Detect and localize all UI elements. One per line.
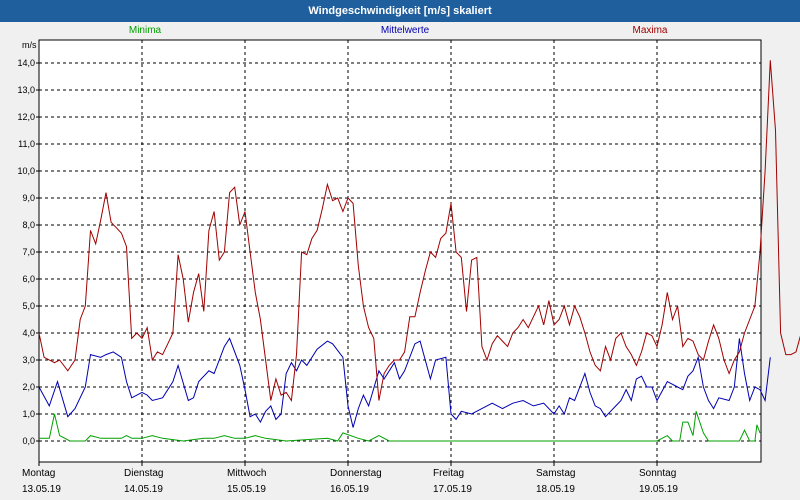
y-tick-label-9: 9,0: [22, 193, 35, 203]
y-tick-labels: 0,0 1,0 2,0 3,0 4,0 5,0 6,0 7,0 8,0 9,0 10,0 11,0 12…: [17, 58, 35, 446]
y-tick-label-11: 11,0: [18, 139, 35, 149]
x-day-name-0: Montag: [22, 468, 55, 479]
y-tick-label-12: 12,0: [17, 112, 35, 122]
x-day-name-1: Dienstag: [124, 468, 163, 479]
y-tick-label-8: 8,0: [22, 220, 35, 230]
series-line-mittelwerte: [38, 337, 771, 428]
x-day-name-5: Samstag: [536, 468, 575, 479]
x-day-date-6: 19.05.19: [639, 484, 678, 495]
y-tick-label-4: 4,0: [22, 328, 35, 338]
x-day-date-1: 14.05.19: [124, 484, 163, 495]
chart-title: Windgeschwindigkeit [m/s] skaliert: [0, 0, 800, 22]
y-tick-label-1: 1,0: [22, 409, 35, 419]
x-day-name-6: Sonntag: [639, 468, 676, 479]
x-day-name-3: Donnerstag: [330, 468, 382, 479]
x-day-labels: Montag 13.05.19 Dienstag 14.05.19 Mittwoch 15…: [22, 468, 678, 495]
y-tick-label-10: 10,0: [17, 166, 35, 176]
y-axis-unit: m/s: [22, 40, 37, 50]
y-tick-label-3: 3,0: [22, 355, 35, 365]
legend-minima: Minima: [129, 25, 162, 36]
y-tick-label-6: 6,0: [22, 274, 35, 284]
x-day-date-2: 15.05.19: [227, 484, 266, 495]
grid-lines: [36, 40, 761, 466]
x-day-date-5: 18.05.19: [536, 484, 575, 495]
x-day-date-3: 16.05.19: [330, 484, 369, 495]
series-line-maxima: [38, 60, 800, 402]
series-lines: [38, 60, 800, 442]
y-tick-label-2: 2,0: [22, 382, 35, 392]
y-tick-label-5: 5,0: [22, 301, 35, 311]
y-tick-label-7: 7,0: [22, 247, 35, 257]
legend-maxima: Maxima: [632, 25, 667, 36]
y-tick-label-0: 0,0: [22, 436, 35, 446]
legend-mittelwerte: Mittelwerte: [381, 25, 430, 36]
plot-area: [38, 39, 762, 463]
x-day-date-0: 13.05.19: [22, 484, 61, 495]
y-tick-label-13: 13,0: [17, 85, 35, 95]
x-day-date-4: 17.05.19: [433, 484, 472, 495]
series-line-minima: [39, 411, 761, 442]
x-day-name-4: Freitag: [433, 468, 464, 479]
x-day-name-2: Mittwoch: [227, 468, 266, 479]
y-tick-label-14: 14,0: [17, 58, 35, 68]
